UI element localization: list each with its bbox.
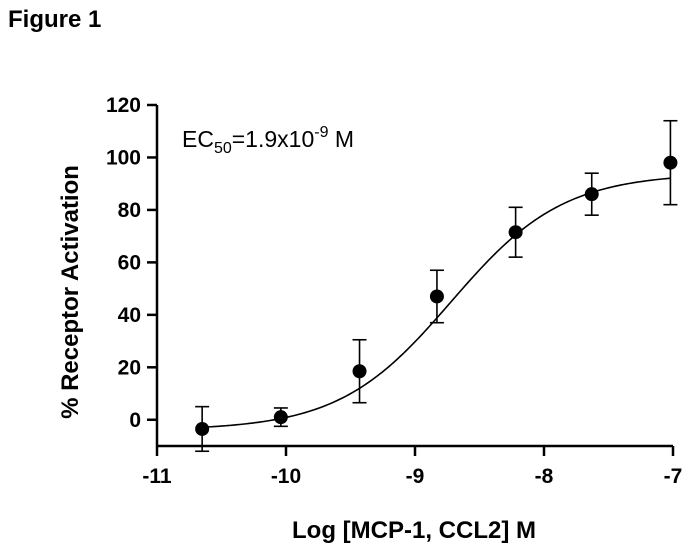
x-tick-label: -10 xyxy=(271,465,301,488)
x-axis-label: Log [MCP-1, CCL2] M xyxy=(292,517,536,544)
data-point xyxy=(584,187,599,202)
x-tick-label: -7 xyxy=(664,465,683,488)
x-tick-label: -9 xyxy=(406,465,425,488)
data-point xyxy=(273,410,288,425)
data-point xyxy=(429,289,444,304)
y-tick-label: 0 xyxy=(129,409,141,432)
ec50-annotation: EC50=1.9x10-9 M xyxy=(182,124,354,157)
y-tick-label: 20 xyxy=(118,356,141,379)
error-bars xyxy=(195,119,678,453)
data-point xyxy=(195,421,210,436)
x-tick-label: -8 xyxy=(535,465,554,488)
data-point xyxy=(508,225,523,240)
axes: 0 20 40 60 80 100 120 -11 -10 -9 -8 -7 xyxy=(106,94,682,488)
data-points xyxy=(195,155,678,436)
y-tick-label: 80 xyxy=(118,199,141,222)
y-axis-label: % Receptor Activation xyxy=(57,165,84,419)
y-tick-label: 60 xyxy=(118,251,141,274)
figure-title: Figure 1 xyxy=(8,6,102,33)
y-tick-label: 100 xyxy=(106,146,141,169)
data-point xyxy=(352,364,367,379)
y-tick-label: 40 xyxy=(118,304,141,327)
x-tick-label: -11 xyxy=(142,465,172,488)
data-point xyxy=(663,155,678,170)
y-tick-label: 120 xyxy=(106,94,141,117)
